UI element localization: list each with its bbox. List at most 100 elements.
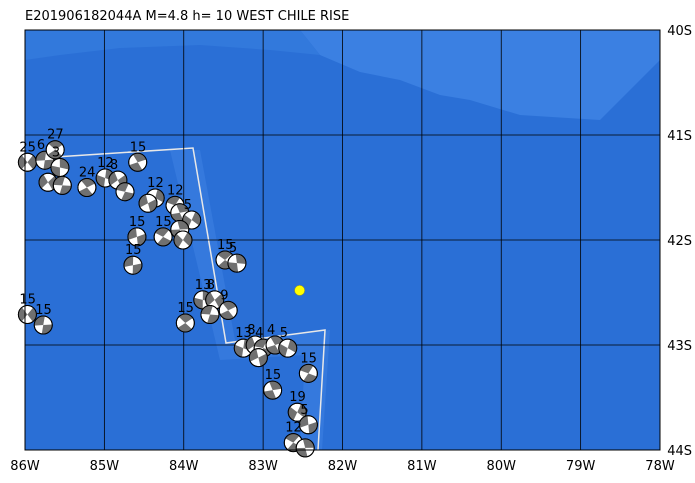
depth-label: 27	[47, 128, 64, 143]
depth-label: 15	[129, 215, 146, 230]
depth-label: 19	[289, 390, 306, 405]
beachball-quadrant	[39, 174, 49, 189]
depth-label: 15	[125, 243, 142, 258]
beachball-rim	[127, 227, 147, 247]
beachball-rim	[298, 363, 318, 383]
depth-label: 5	[280, 326, 288, 341]
lon-tick-label: 83W	[248, 459, 278, 474]
beachball-quadrant	[27, 155, 37, 170]
depth-label: 4	[267, 323, 275, 338]
beachball-quadrant	[297, 404, 307, 418]
beachball-rim	[123, 255, 143, 275]
beachball-quadrant	[308, 421, 318, 434]
frame	[24, 29, 661, 451]
beachball-quadrant	[123, 256, 134, 267]
depth-label: 5	[229, 241, 237, 256]
lon-tick-label: 84W	[169, 459, 199, 474]
depth-label: 15	[217, 238, 234, 253]
ridge-band	[170, 150, 330, 450]
focal-mechanism	[175, 313, 195, 333]
beachball-quadrant	[177, 322, 192, 332]
beachball-rim	[218, 300, 238, 320]
beachball-quadrant	[201, 305, 213, 315]
depth-label: 15	[130, 140, 147, 155]
focal-mechanism	[173, 230, 193, 250]
beachball-quadrant	[191, 211, 201, 226]
beachball-rim	[115, 182, 135, 202]
depth-label: 5	[300, 403, 308, 418]
lon-tick-label: 80W	[487, 459, 517, 474]
map-title: E201906182044A M=4.8 h= 10 WEST CHILE RI…	[25, 9, 349, 24]
beachball-rim	[17, 305, 37, 325]
depth-label: 15	[177, 301, 194, 316]
depth-label: 13	[195, 278, 212, 293]
beachball-quadrant	[157, 236, 172, 246]
beachball-quadrant	[132, 263, 142, 275]
focal-mechanism	[215, 250, 235, 270]
depth-label: 8	[247, 323, 255, 338]
beachball-rim	[298, 415, 318, 435]
bathymetry-shallow	[25, 30, 320, 60]
beachball-rim	[173, 230, 193, 250]
depth-label: 15	[265, 368, 282, 383]
beachball-quadrant	[227, 262, 239, 273]
focal-mechanism	[138, 193, 158, 213]
beachball-quadrant	[59, 185, 72, 195]
beachball-quadrant	[50, 165, 60, 177]
beachball-quadrant	[285, 433, 300, 443]
focal-mechanism	[153, 227, 173, 247]
beachball-quadrant	[41, 324, 53, 335]
depth-label: 12	[285, 421, 302, 436]
focal-mechanism	[182, 210, 202, 230]
beachball-quadrant	[81, 178, 95, 188]
lat-tick-label: 42S	[667, 234, 692, 249]
focal-mechanism	[128, 152, 148, 172]
beachball-quadrant	[43, 159, 54, 170]
depth-label: 13	[235, 326, 252, 341]
depth-label: 15	[155, 215, 172, 230]
beachball-rim	[153, 227, 173, 247]
focal-mechanism	[50, 158, 70, 178]
focal-mechanism	[295, 438, 315, 458]
depth-label: 12	[97, 156, 114, 171]
beachball-quadrant	[166, 196, 180, 206]
lon-tick-label: 79W	[566, 459, 596, 474]
bathymetry-shallow	[300, 30, 660, 120]
beachball-quadrant	[207, 314, 219, 324]
beachball-quadrant	[217, 250, 232, 260]
beachball-quadrant	[59, 158, 69, 170]
focal-mechanism	[278, 338, 298, 358]
depth-label: 24	[79, 166, 96, 181]
depth-label: 8	[110, 158, 118, 173]
focal-mechanism	[33, 315, 53, 335]
depth-label: 3	[52, 146, 60, 161]
beachball-quadrant	[220, 310, 234, 320]
beachball-quadrant	[288, 406, 298, 421]
focal-mechanism	[298, 415, 318, 435]
beachball-quadrant	[222, 301, 237, 311]
beachball-quadrant	[78, 187, 93, 197]
depth-label: 12	[167, 183, 184, 198]
focal-mechanism	[263, 380, 283, 400]
beachball-quadrant	[155, 227, 169, 237]
focal-mechanism	[115, 182, 135, 202]
focal-mechanism	[77, 178, 97, 197]
focal-mechanism	[287, 402, 307, 422]
depth-label: 6	[37, 138, 45, 153]
focal-mechanism	[298, 363, 318, 383]
beachball-quadrant	[48, 140, 63, 150]
focal-mechanism	[200, 305, 220, 325]
beachball-rim	[52, 175, 72, 195]
lon-tick-label: 85W	[90, 459, 120, 474]
lon-tick-label: 78W	[645, 459, 675, 474]
epicenter	[294, 285, 305, 296]
beachball-quadrant	[299, 415, 309, 428]
focal-mechanism	[17, 305, 37, 325]
beachball-rim	[182, 210, 202, 230]
beachball-rim	[138, 193, 158, 213]
beachball-quadrant	[18, 307, 28, 322]
depth-label: 15	[19, 293, 36, 308]
beachball-rim	[295, 438, 315, 458]
depth-label: 4	[255, 326, 263, 341]
